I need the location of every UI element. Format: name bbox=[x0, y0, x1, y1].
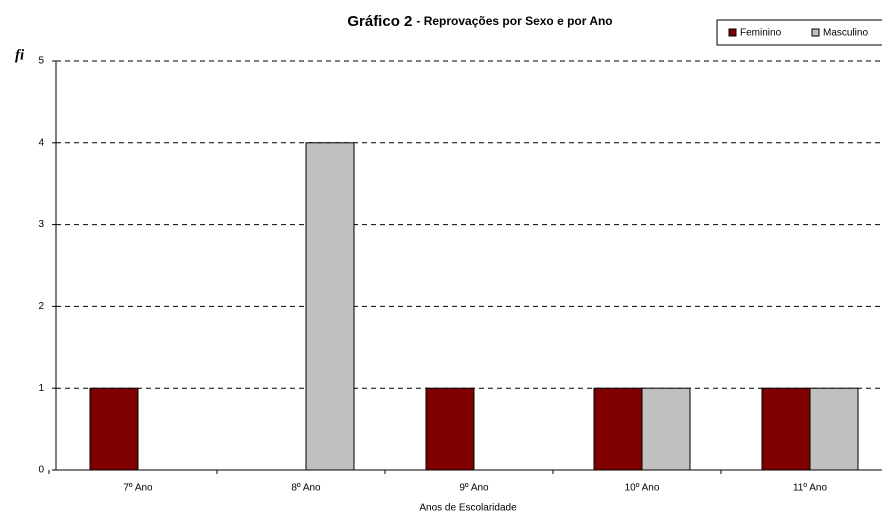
bar bbox=[89, 387, 139, 471]
chart-title: Gráfico 2 bbox=[347, 13, 412, 30]
bar bbox=[593, 387, 643, 471]
x-tick-label: 11º Ano bbox=[793, 483, 827, 494]
bar bbox=[425, 387, 475, 471]
y-tick-label: 2 bbox=[38, 301, 44, 312]
y-tick-label: 1 bbox=[38, 383, 44, 394]
y-axis-label: fi bbox=[15, 47, 25, 63]
legend-swatch bbox=[728, 28, 737, 37]
x-tick-label: 9º Ano bbox=[459, 483, 489, 494]
y-tick-label: 5 bbox=[38, 56, 44, 67]
chart-title-group: Gráfico 2 - Reprovações por Sexo e por An… bbox=[347, 13, 612, 30]
x-tick-label: 7º Ano bbox=[123, 483, 153, 494]
x-axis-label: Anos de Escolaridade bbox=[419, 503, 517, 513]
bar bbox=[305, 142, 355, 471]
x-tick-label: 10º Ano bbox=[625, 483, 660, 494]
y-tick-label: 3 bbox=[38, 219, 44, 230]
y-tick-label: 4 bbox=[38, 137, 44, 148]
chart-subtitle: - Reprovações por Sexo e por Ano bbox=[416, 14, 612, 28]
bar bbox=[761, 387, 811, 471]
bar bbox=[641, 387, 691, 471]
legend-box bbox=[716, 19, 882, 46]
legend-label: Masculino bbox=[823, 28, 868, 39]
x-tick-label: 8º Ano bbox=[291, 483, 321, 494]
y-tick-label: 0 bbox=[38, 465, 44, 476]
legend-swatch bbox=[811, 28, 820, 37]
bar bbox=[809, 387, 859, 471]
legend-label: Feminino bbox=[740, 28, 782, 39]
